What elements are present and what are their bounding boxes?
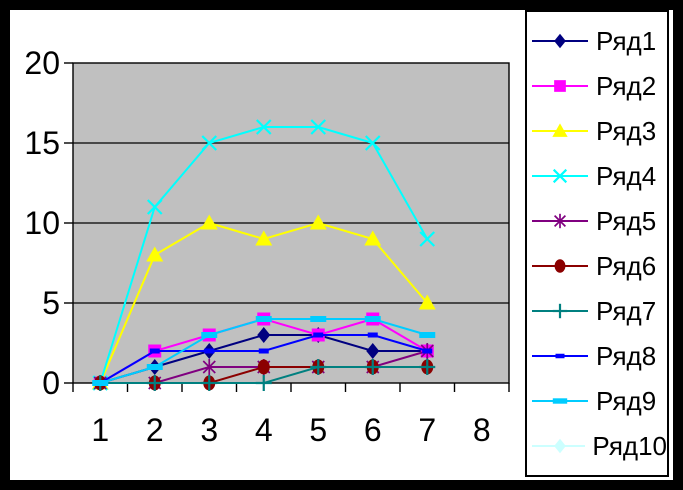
series-9-point-5 <box>310 316 327 322</box>
diamond-marker-icon <box>554 438 566 453</box>
x-axis-label-7: 7 <box>418 412 436 448</box>
legend: Ряд1 Ряд2 Ряд3 Ряд4 Ряд5 Ряд6 Ряд7 Ряд8 Ряд9 Ряд1… <box>525 10 669 477</box>
series-7-point-2 <box>146 375 163 391</box>
series-4-point-4 <box>255 119 272 135</box>
legend-key-swatch <box>532 213 588 228</box>
plus-marker-icon <box>552 303 568 318</box>
legend-label: Ряд10 <box>592 430 667 461</box>
series-8-point-2 <box>149 348 160 354</box>
y-axis-label-10: 10 <box>24 205 60 241</box>
x-marker-icon <box>552 168 568 183</box>
legend-key-swatch <box>532 258 588 273</box>
legend-item-1: Ряд1 <box>527 18 667 63</box>
chart-canvas: 0 5 10 15 20 1 2 3 4 5 6 7 8 Ряд1 Ряд2 Ряд3 Ряд4 Ряд5 Ряд… <box>10 10 673 480</box>
series-9-point-2 <box>146 364 163 370</box>
legend-key-swatch <box>532 79 588 92</box>
legend-label: Ряд8 <box>596 340 657 371</box>
x-axis-label-3: 3 <box>200 412 218 448</box>
dash-marker-icon <box>555 353 565 358</box>
legend-item-8: Ряд8 <box>527 333 667 378</box>
y-axis-label-0: 0 <box>42 365 60 401</box>
series-7-point-7 <box>419 359 436 375</box>
x-axis-label-1: 1 <box>91 412 109 448</box>
x-axis-label-4: 4 <box>255 412 273 448</box>
legend-label: Ряд1 <box>596 25 657 56</box>
series-7-point-6 <box>364 359 381 375</box>
legend-key-swatch <box>532 353 588 358</box>
legend-label: Ряд6 <box>596 250 657 281</box>
x-axis-label-6: 6 <box>364 412 382 448</box>
series-3-point-7 <box>418 294 436 310</box>
legend-item-9: Ряд9 <box>527 378 667 423</box>
series-4-point-2 <box>146 199 163 215</box>
y-axis-label-5: 5 <box>42 285 60 321</box>
legend-label: Ряд5 <box>596 205 657 236</box>
series-4-point-5 <box>310 119 327 135</box>
long-dash-marker-icon <box>552 397 568 404</box>
legend-label: Ряд3 <box>596 115 657 146</box>
legend-label: Ряд4 <box>596 160 657 191</box>
series-7-point-4 <box>255 375 272 391</box>
series-9-point-1 <box>92 380 109 386</box>
series-4-point-7 <box>419 231 436 247</box>
legend-key-swatch <box>532 303 588 318</box>
series-8-point-6 <box>367 332 378 338</box>
x-axis-label-5: 5 <box>309 412 327 448</box>
legend-key-swatch <box>532 122 588 137</box>
series-6-point-4 <box>257 359 270 375</box>
square-marker-icon <box>554 79 566 92</box>
triangle-marker-icon <box>552 122 568 137</box>
legend-item-5: Ряд5 <box>527 198 667 243</box>
series-8-point-4 <box>258 348 269 354</box>
legend-item-3: Ряд3 <box>527 108 667 153</box>
series-7 <box>92 359 436 391</box>
star-marker-icon <box>553 213 567 228</box>
y-axis-label-20: 20 <box>24 45 60 81</box>
series-7-point-5 <box>310 359 327 375</box>
series-9 <box>92 316 436 386</box>
legend-item-4: Ряд4 <box>527 153 667 198</box>
legend-key-swatch <box>532 438 586 453</box>
x-axis-label-2: 2 <box>146 412 164 448</box>
x-axis-label-8: 8 <box>473 412 491 448</box>
series-3-point-4 <box>255 230 273 246</box>
legend-item-10: Ряд10 <box>527 423 667 468</box>
legend-label: Ряд7 <box>596 295 657 326</box>
circle-marker-icon <box>554 258 566 273</box>
series-1-point-4 <box>257 327 271 343</box>
diamond-marker-icon <box>554 33 566 48</box>
legend-key-swatch <box>532 168 588 183</box>
series-9-point-6 <box>364 316 381 322</box>
y-axis-label-15: 15 <box>24 125 60 161</box>
series-9-point-7 <box>419 332 436 338</box>
series-1-point-6 <box>366 343 380 359</box>
series-7-point-3 <box>201 375 218 391</box>
legend-item-6: Ряд6 <box>527 243 667 288</box>
series-8-point-5 <box>313 332 324 338</box>
legend-key-swatch <box>532 33 588 48</box>
series-4-point-6 <box>364 135 381 151</box>
series-8-point-7 <box>422 348 433 354</box>
series-3-point-6 <box>364 230 382 246</box>
series-3-point-5 <box>309 214 327 230</box>
series-3-point-2 <box>146 246 164 262</box>
series-3-point-3 <box>200 214 218 230</box>
legend-item-2: Ряд2 <box>527 63 667 108</box>
legend-label: Ряд9 <box>596 385 657 416</box>
legend-label: Ряд2 <box>596 70 657 101</box>
series-8-point-3 <box>204 348 215 354</box>
series-5-point-3 <box>202 359 216 375</box>
legend-item-7: Ряд7 <box>527 288 667 333</box>
series-9-point-3 <box>201 332 218 338</box>
series-9-point-4 <box>255 316 272 322</box>
series-4-point-3 <box>201 135 218 151</box>
legend-key-swatch <box>532 397 588 404</box>
